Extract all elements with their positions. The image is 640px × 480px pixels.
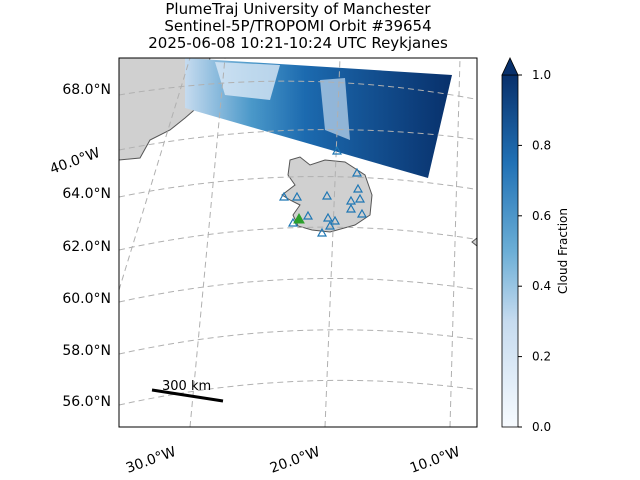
grid-line <box>119 379 477 406</box>
grid-line <box>119 226 477 251</box>
grid-line <box>324 58 341 427</box>
colorbar-tick-label: 0.8 <box>532 138 551 152</box>
lat-label: 58.0°N <box>62 343 111 359</box>
axes-frame <box>118 57 478 428</box>
lat-labels: 68.0°N 64.0°N 62.0°N 60.0°N 58.0°N 56.0°N <box>62 82 111 410</box>
iceland <box>281 156 373 233</box>
colorbar-tick-label: 1.0 <box>532 68 551 82</box>
land <box>471 237 477 247</box>
title-line: Sentinel-5P/TROPOMI Orbit #39654 <box>164 17 431 35</box>
colorbar-fill <box>501 74 519 428</box>
colorbar-extend <box>501 57 519 76</box>
cloud <box>320 78 350 140</box>
grid-line <box>119 80 477 100</box>
cloud <box>215 62 280 100</box>
grid-line <box>449 58 461 427</box>
grid-line <box>119 58 191 291</box>
lon-label: 40.0°W <box>48 145 102 178</box>
volcano-markers <box>278 145 368 237</box>
scale-bar <box>151 388 224 403</box>
lat-label: 64.0°N <box>62 186 111 202</box>
colorbar-label: Cloud Fraction <box>556 208 570 294</box>
lon-label: 10.0°W <box>408 444 462 477</box>
title-line: 2025-06-08 10:21-10:24 UTC Reykjanes <box>148 34 448 52</box>
title-line: PlumeTraj University of Manchester <box>165 0 431 18</box>
lat-label: 68.0°N <box>62 82 111 98</box>
colorbar-tick-label: 0.6 <box>532 209 551 223</box>
lat-label: 60.0°N <box>62 291 111 307</box>
scale-label: 300 km <box>162 379 211 394</box>
grid-line <box>119 176 477 198</box>
colorbar: 0.0 0.2 0.4 0.6 0.8 1.0 <box>501 57 551 434</box>
grid-line <box>119 329 477 355</box>
grid-line <box>119 277 477 303</box>
map: 300 km <box>119 58 477 427</box>
colorbar-tick-label: 0.2 <box>532 350 551 364</box>
grid-line <box>119 129 477 151</box>
colorbar-tick-label: 0.4 <box>532 279 551 293</box>
colorbar-tick-label: 0.0 <box>532 420 551 434</box>
lat-label: 62.0°N <box>62 239 111 255</box>
lon-label: 30.0°W <box>124 444 178 477</box>
lat-label: 56.0°N <box>62 394 111 410</box>
lon-label: 20.0°W <box>268 444 322 477</box>
grid-line <box>189 58 226 427</box>
